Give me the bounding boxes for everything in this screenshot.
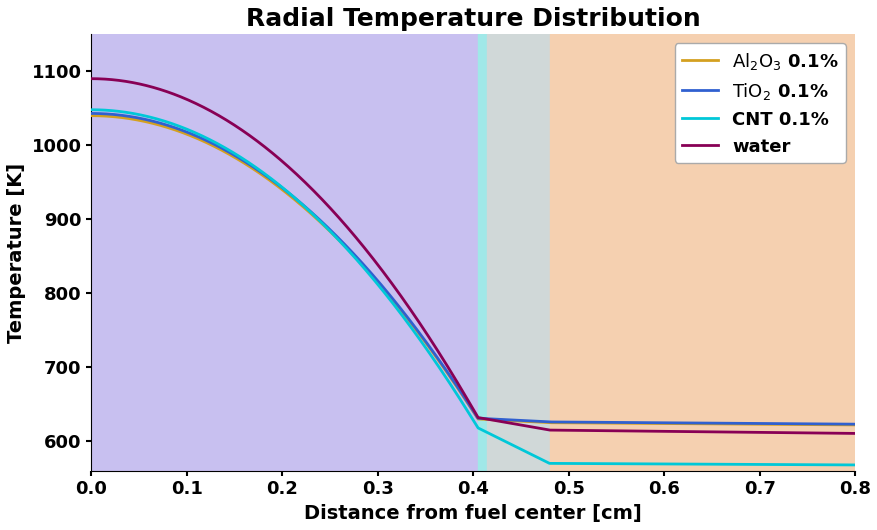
Bar xyxy=(477,34,487,471)
Bar xyxy=(549,34,854,471)
X-axis label: Distance from fuel center [cm]: Distance from fuel center [cm] xyxy=(304,504,641,523)
Y-axis label: Temperature [K]: Temperature [K] xyxy=(7,163,26,342)
Bar xyxy=(487,34,549,471)
Bar xyxy=(91,34,477,471)
Title: Radial Temperature Distribution: Radial Temperature Distribution xyxy=(246,7,700,31)
Legend: $\mathrm{Al_2O_3}$ 0.1%, $\mathrm{TiO_2}$ 0.1%, CNT 0.1%, water: $\mathrm{Al_2O_3}$ 0.1%, $\mathrm{TiO_2}… xyxy=(674,43,845,163)
